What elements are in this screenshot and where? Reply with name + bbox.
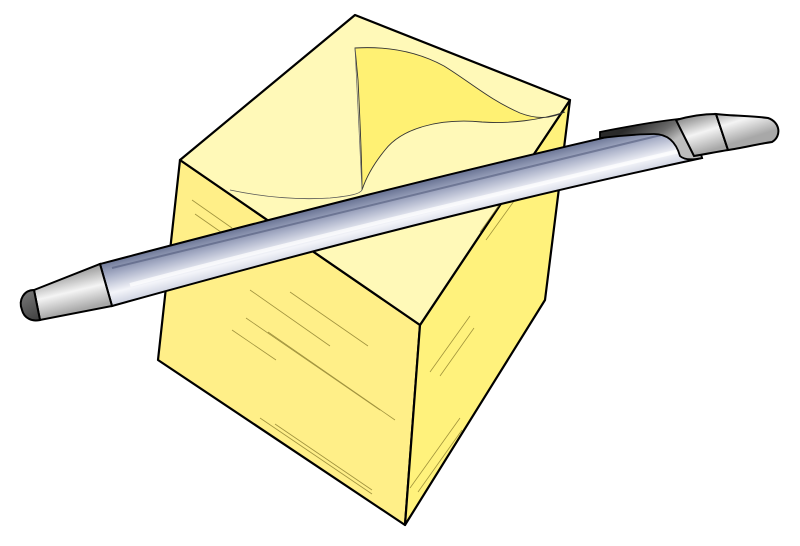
- note-curl-edge: [354, 47, 363, 191]
- pen-clip: [599, 117, 704, 161]
- pen-barrel-highlight: [129, 146, 693, 287]
- ballpoint-pen: [19, 112, 780, 322]
- pen-tip: [19, 288, 42, 322]
- pen-front-ring: [99, 263, 113, 307]
- note-left-page-lines: [191, 199, 396, 495]
- pen-button-ring: [715, 113, 729, 151]
- pen-front-cone: [32, 262, 114, 322]
- note-right-page-lines: [409, 175, 523, 493]
- pen-barrel-shadow-line: [111, 127, 691, 269]
- note-curl-arc: [229, 189, 363, 200]
- pen-push-button: [714, 112, 780, 152]
